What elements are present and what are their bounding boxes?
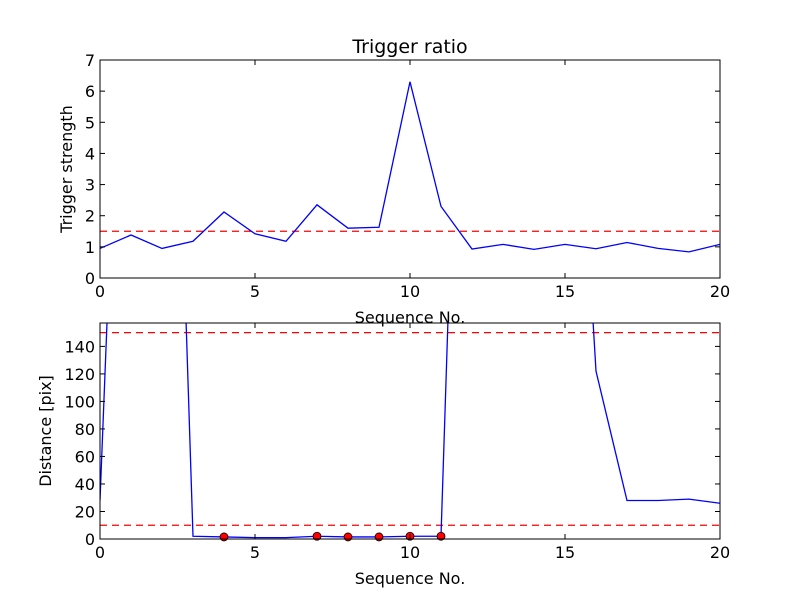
x-tick-label: 0 xyxy=(95,282,105,301)
axes-frame xyxy=(99,322,721,540)
data-point-marker xyxy=(219,532,229,542)
y-tick-label: 0 xyxy=(85,530,95,549)
x-tick-label: 5 xyxy=(250,282,260,301)
y-tick-label: 20 xyxy=(75,502,95,521)
y-axis-label: Distance [pix] xyxy=(36,375,55,487)
plot-area xyxy=(100,81,720,253)
x-axis-label: Sequence No. xyxy=(355,569,466,588)
y-tick-label: 3 xyxy=(85,176,95,195)
chart-title: Trigger ratio xyxy=(351,36,467,58)
data-point-marker xyxy=(343,532,353,542)
trigger-ratio-plot: Trigger ratio Trigger strength Sequence … xyxy=(57,36,730,327)
y-tick-label: 6 xyxy=(85,82,95,101)
x-axis-label: Sequence No. xyxy=(355,308,466,327)
y-tick-label: 2 xyxy=(85,207,95,226)
x-tick-label: 20 xyxy=(710,282,730,301)
y-tick-label: 7 xyxy=(85,51,95,70)
x-tick-label: 5 xyxy=(250,543,260,562)
axes-frame xyxy=(99,59,721,279)
series-line xyxy=(100,323,720,539)
y-tick-label: 140 xyxy=(64,337,95,356)
x-tick-label: 10 xyxy=(400,282,420,301)
data-point-marker xyxy=(436,531,446,541)
y-tick-label: 1 xyxy=(85,238,95,257)
y-tick-label: 0 xyxy=(85,269,95,288)
y-axis-label: Trigger strength xyxy=(57,105,76,234)
plot-area xyxy=(100,323,720,539)
y-tick-label: 4 xyxy=(85,144,95,163)
x-tick-label: 10 xyxy=(400,543,420,562)
data-point-marker xyxy=(374,532,384,542)
series-line xyxy=(100,81,720,253)
y-tick-label: 100 xyxy=(64,392,95,411)
y-tick-label: 5 xyxy=(85,113,95,132)
y-tick-label: 80 xyxy=(75,420,95,439)
x-tick-label: 20 xyxy=(710,543,730,562)
x-tick-label: 15 xyxy=(555,282,575,301)
data-point-marker xyxy=(312,531,322,541)
x-tick-label: 15 xyxy=(555,543,575,562)
distance-plot: Distance [pix] Sequence No. 0 5 10 15 20 0 20 4… xyxy=(36,322,730,588)
y-tick-label: 120 xyxy=(64,365,95,384)
y-tick-label: 40 xyxy=(75,475,95,494)
x-tick-label: 0 xyxy=(95,543,105,562)
y-tick-label: 60 xyxy=(75,447,95,466)
